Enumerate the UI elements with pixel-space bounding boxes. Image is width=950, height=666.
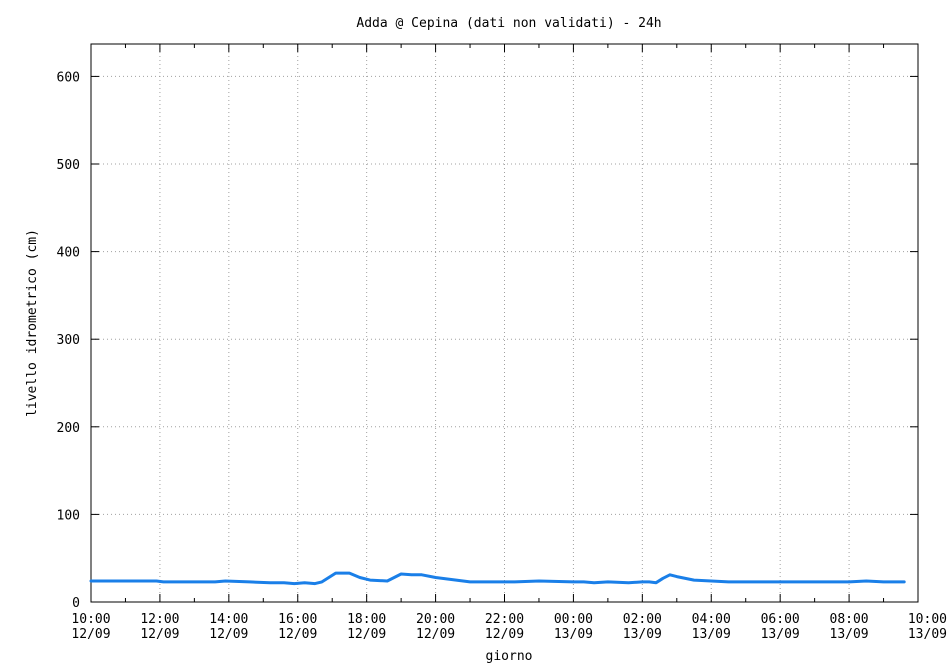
y-tick-label: 200: [57, 421, 80, 436]
x-tick-label-time: 10:00: [71, 612, 110, 627]
x-tick-label-date: 12/09: [209, 627, 248, 642]
series-line: [89, 571, 906, 586]
x-tick-label-date: 13/09: [554, 627, 593, 642]
x-tick-label-time: 06:00: [761, 612, 800, 627]
x-tick-label-time: 16:00: [278, 612, 317, 627]
x-tick-label-date: 13/09: [830, 627, 869, 642]
axis-ticks: [90, 44, 919, 603]
x-tick-label-date: 12/09: [347, 627, 386, 642]
series-layer: [89, 571, 906, 586]
y-tick-label: 400: [57, 246, 80, 261]
x-axis-label: giorno: [486, 649, 533, 664]
x-tick-label-date: 12/09: [140, 627, 179, 642]
y-tick-label: 0: [72, 596, 80, 611]
x-tick-label-time: 02:00: [623, 612, 662, 627]
x-tick-label-time: 20:00: [416, 612, 455, 627]
x-tick-label-time: 12:00: [140, 612, 179, 627]
plot-frame: [90, 43, 919, 603]
x-tick-label-time: 08:00: [830, 612, 869, 627]
x-tick-label-time: 00:00: [554, 612, 593, 627]
x-tick-label-date: 12/09: [278, 627, 317, 642]
x-tick-label-date: 12/09: [485, 627, 524, 642]
x-tick-label-time: 14:00: [209, 612, 248, 627]
y-tick-label: 100: [57, 508, 80, 523]
x-tick-labels: 10:0012/0912:0012/0914:0012/0916:0012/09…: [71, 612, 947, 642]
y-tick-label: 600: [57, 70, 80, 85]
grid: [91, 44, 918, 602]
x-tick-label-date: 13/09: [692, 627, 731, 642]
y-tick-labels: 0 100 200 300 400 500 600: [57, 70, 80, 611]
y-axis-label: livello idrometrico (cm): [25, 229, 40, 417]
x-tick-label-date: 13/09: [623, 627, 662, 642]
chart-title: Adda @ Cepina (dati non validati) - 24h: [356, 16, 661, 31]
x-tick-label-time: 18:00: [347, 612, 386, 627]
x-tick-label-time: 10:00: [908, 612, 947, 627]
x-tick-label-time: 04:00: [692, 612, 731, 627]
x-tick-label-date: 12/09: [416, 627, 455, 642]
x-tick-label-date: 13/09: [908, 627, 947, 642]
y-tick-label: 300: [57, 333, 80, 348]
y-tick-label: 500: [57, 158, 80, 173]
x-tick-label-date: 12/09: [71, 627, 110, 642]
x-tick-label-date: 13/09: [761, 627, 800, 642]
x-tick-label-time: 22:00: [485, 612, 524, 627]
